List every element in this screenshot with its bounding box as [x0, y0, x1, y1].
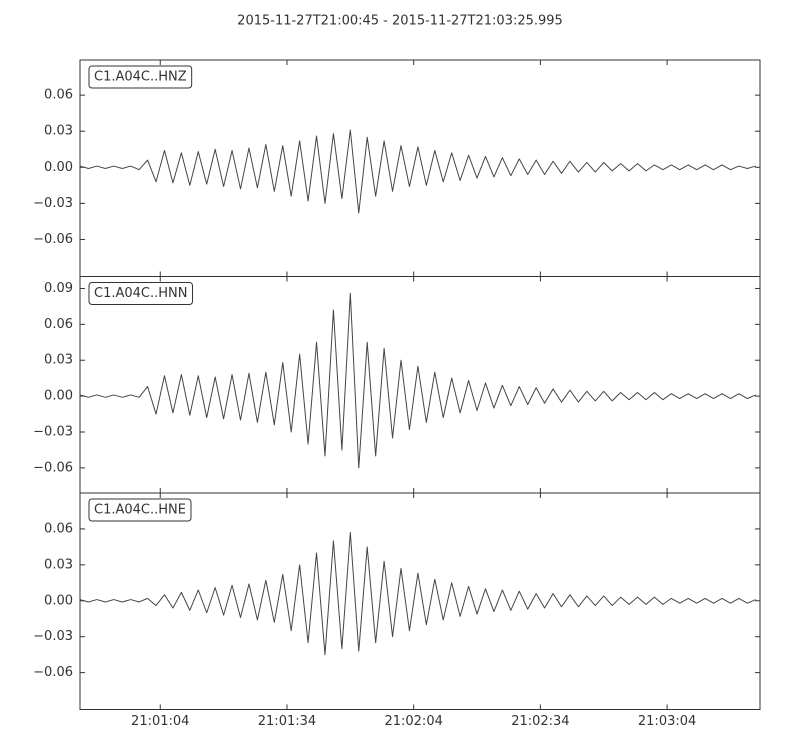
waveform [80, 129, 756, 214]
legend-label: C1.A04C..HNE [94, 503, 186, 518]
y-tick-label: −0.06 [33, 460, 73, 475]
legend-box [88, 282, 193, 305]
y-tick-label: 0.00 [44, 593, 73, 608]
legend-box [88, 498, 192, 522]
y-tick-label: 0.00 [44, 389, 73, 404]
waveform [80, 292, 756, 469]
y-tick-label: 0.00 [44, 160, 73, 175]
figure-title: 2015-11-27T21:00:45 - 2015-11-27T21:03:2… [237, 14, 563, 29]
y-tick-label: −0.03 [33, 629, 73, 644]
y-tick-label: 0.06 [44, 88, 73, 103]
y-tick-label: 0.03 [44, 353, 73, 368]
y-tick-label: −0.03 [33, 424, 73, 439]
legend-label: C1.A04C..HNZ [94, 70, 187, 85]
waveform [80, 532, 756, 656]
y-tick-label: 0.09 [44, 281, 73, 296]
y-tick-label: 0.06 [44, 521, 73, 536]
y-tick-label: 0.03 [44, 557, 73, 572]
y-tick-label: −0.06 [33, 665, 73, 680]
legend-label: C1.A04C..HNN [94, 286, 187, 301]
legend-box [88, 65, 193, 89]
x-tick-label: 21:02:04 [384, 714, 442, 729]
x-tick-label: 21:01:04 [131, 714, 189, 729]
x-tick-label: 21:03:04 [638, 714, 696, 729]
y-tick-label: −0.06 [33, 232, 73, 247]
y-tick-label: 0.06 [44, 317, 73, 332]
y-tick-label: 0.03 [44, 124, 73, 139]
y-tick-label: −0.03 [33, 196, 73, 211]
axes-frame [79, 492, 761, 710]
x-tick-label: 21:02:34 [511, 714, 569, 729]
x-tick-label: 21:01:34 [258, 714, 316, 729]
